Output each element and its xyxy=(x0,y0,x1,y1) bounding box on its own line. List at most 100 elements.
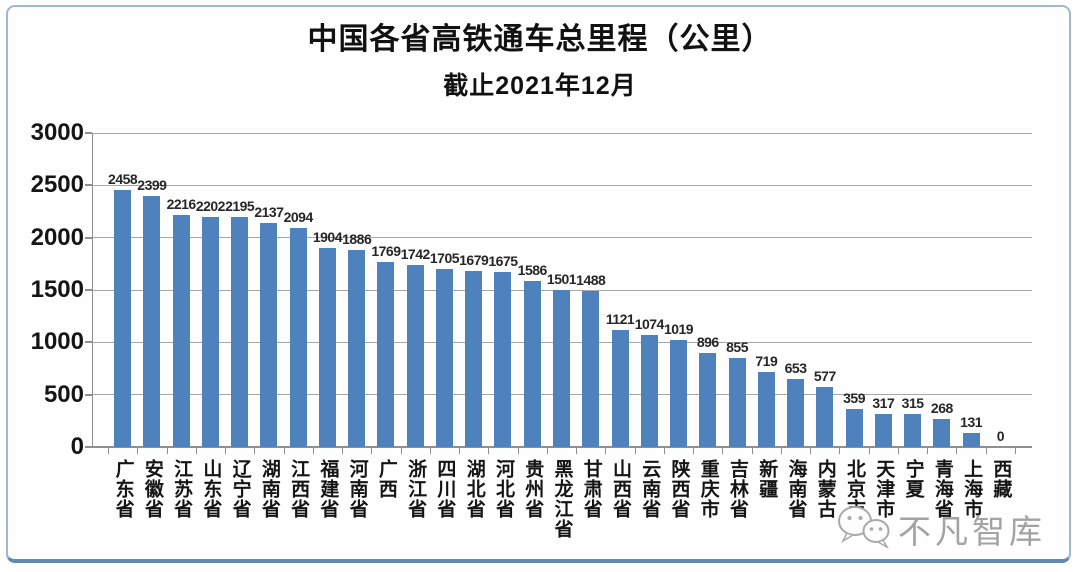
y-axis-line xyxy=(92,133,93,447)
bar-value-label: 1675 xyxy=(488,252,518,269)
x-axis-category-label: 湖北省 xyxy=(463,459,485,519)
bar xyxy=(435,268,453,447)
x-axis-tick xyxy=(634,447,636,454)
x-axis-category-label: 河北省 xyxy=(492,459,514,519)
wechat-icon xyxy=(836,503,892,554)
bar xyxy=(231,217,249,447)
chart-title: 中国各省高铁通车总里程（公里） xyxy=(307,23,773,56)
x-axis-tick xyxy=(576,447,578,454)
bar-value-label: 2137 xyxy=(254,204,284,221)
x-axis-tick xyxy=(137,447,139,454)
y-axis-tick-label: 1000 xyxy=(30,328,84,356)
bar-value-label: 2195 xyxy=(225,198,255,215)
x-axis-category-label: 安徽省 xyxy=(141,459,163,519)
x-axis-category-label: 贵州省 xyxy=(522,459,544,519)
bar-value-label: 896 xyxy=(696,334,719,351)
bar-value-label: 1121 xyxy=(605,310,635,327)
bar xyxy=(553,289,570,447)
gridline-2000 xyxy=(92,237,1032,239)
x-axis-tick xyxy=(780,447,782,454)
bar xyxy=(874,413,892,447)
x-axis-tick xyxy=(985,447,987,454)
x-axis-category-label: 新疆 xyxy=(756,459,778,499)
bar-value-label: 1488 xyxy=(576,272,606,289)
bar-value-label: 2202 xyxy=(195,197,226,214)
x-axis-category-label: 内蒙古 xyxy=(814,459,836,519)
bar xyxy=(904,414,922,447)
x-axis-tick xyxy=(1015,447,1016,454)
x-axis-category-label: 湖南省 xyxy=(258,459,280,519)
x-axis-category-label: 江西省 xyxy=(288,459,310,519)
watermark: 不凡智库 xyxy=(836,503,1046,554)
bar-value-label: 577 xyxy=(813,367,836,384)
bar xyxy=(757,371,775,447)
bar xyxy=(728,357,746,447)
x-axis-category-label: 重庆市 xyxy=(697,459,719,519)
y-axis-tick-label: 1500 xyxy=(30,276,84,303)
x-axis-tick xyxy=(400,447,402,454)
bar-value-label: 1742 xyxy=(400,245,431,262)
bar-value-label: 2216 xyxy=(166,196,197,213)
bar xyxy=(172,215,190,447)
bar xyxy=(933,418,951,447)
bar xyxy=(523,280,541,447)
bar xyxy=(289,227,307,447)
bar-value-label: 2458 xyxy=(108,170,138,187)
bar-value-label: 268 xyxy=(930,399,953,416)
x-axis-category-label: 北京市 xyxy=(844,459,866,519)
bar xyxy=(348,249,366,447)
y-axis-tick-label: 500 xyxy=(43,380,84,408)
bar-value-label: 2399 xyxy=(137,176,167,193)
x-axis-tick xyxy=(839,447,841,454)
x-axis-category-label: 甘肃省 xyxy=(580,459,602,519)
x-axis-tick xyxy=(546,447,548,454)
x-axis-category-label: 陕西省 xyxy=(668,459,690,519)
x-axis-category-label: 西藏 xyxy=(990,459,1012,499)
y-axis-tick-label: 3000 xyxy=(30,119,84,146)
gridline-2500 xyxy=(92,184,1032,186)
x-axis-category-label: 上海市 xyxy=(961,459,983,519)
x-axis-category-label: 浙江省 xyxy=(405,459,427,519)
x-axis-category-label: 四川省 xyxy=(434,459,456,519)
bar xyxy=(670,340,688,447)
x-axis-category-label: 吉林省 xyxy=(727,459,749,519)
x-axis-tick xyxy=(956,447,958,454)
bar-value-label: 1019 xyxy=(663,321,694,338)
y-axis-tick xyxy=(85,289,92,291)
x-axis-tick xyxy=(722,447,724,454)
bar xyxy=(494,271,512,447)
bar-value-label: 0 xyxy=(996,428,1005,444)
bar xyxy=(611,329,629,447)
bar-value-label: 719 xyxy=(755,352,778,369)
bar-value-label: 1705 xyxy=(429,249,460,266)
bar xyxy=(962,433,980,447)
x-axis-tick xyxy=(517,447,519,454)
x-axis-tick xyxy=(108,447,109,454)
y-axis-tick-label: 2000 xyxy=(30,223,84,251)
x-axis-category-label: 海南省 xyxy=(785,459,807,519)
gridline-3000 xyxy=(92,132,1032,134)
x-axis-category-label: 江苏省 xyxy=(171,459,193,519)
x-axis-tick xyxy=(254,447,256,454)
bar xyxy=(699,353,717,447)
x-axis-category-label: 广西 xyxy=(375,459,397,499)
y-axis-tick-label: 2500 xyxy=(30,171,84,199)
bar-value-label: 315 xyxy=(901,395,924,412)
bar-value-label: 359 xyxy=(843,390,866,407)
x-axis-category-label: 山西省 xyxy=(609,459,631,519)
bar xyxy=(640,334,658,447)
bar xyxy=(465,271,483,447)
bar xyxy=(143,195,161,447)
x-axis-tick xyxy=(663,447,665,454)
x-axis-tick xyxy=(283,447,285,454)
chart-subtitle: 截止2021年12月 xyxy=(443,72,637,100)
bar xyxy=(845,409,863,447)
x-axis-tick xyxy=(868,447,870,454)
bar-value-label: 131 xyxy=(960,414,983,431)
y-axis-tick xyxy=(85,184,92,187)
bar xyxy=(318,247,336,447)
bar-value-label: 1074 xyxy=(634,315,665,332)
x-axis-tick xyxy=(488,447,490,454)
bar-value-label: 317 xyxy=(872,394,895,411)
